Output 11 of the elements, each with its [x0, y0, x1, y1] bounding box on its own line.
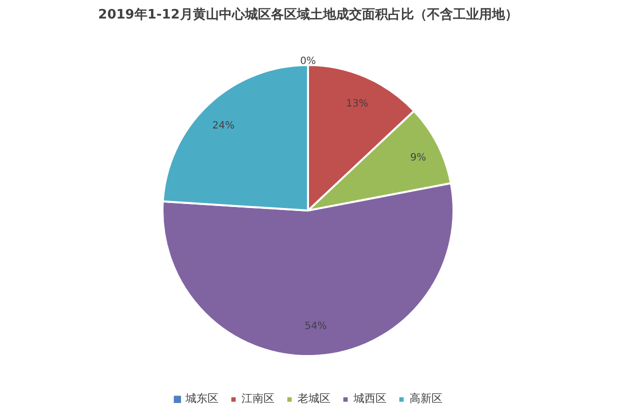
- data-label: 13%: [346, 98, 368, 110]
- data-label: 24%: [212, 120, 234, 132]
- legend-label: 城东区: [186, 391, 218, 406]
- legend-label: 高新区: [410, 391, 442, 406]
- legend-label: 城西区: [354, 391, 386, 406]
- data-label: 9%: [410, 152, 426, 164]
- data-label: 54%: [304, 320, 327, 332]
- legend-label: 江南区: [242, 391, 274, 406]
- text: 0%: [300, 56, 316, 68]
- legend-label: 老城区: [298, 391, 330, 406]
- chart-title: 2019年1-12月黄山中心城区各区域土地成交面积占比（不含工业用地）: [98, 6, 518, 22]
